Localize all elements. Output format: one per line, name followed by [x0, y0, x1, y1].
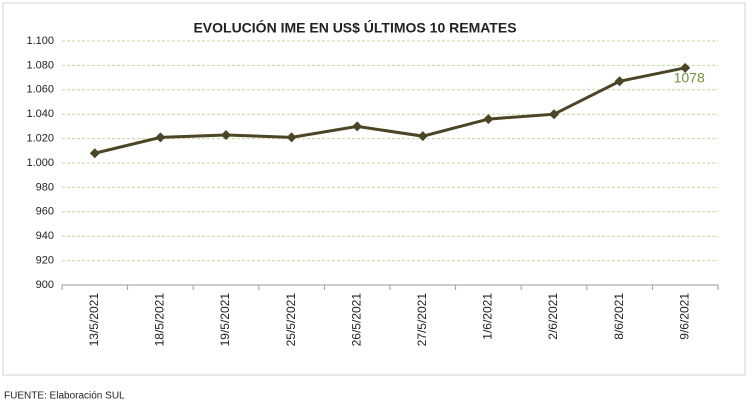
- x-tick-label: 8/6/2021: [612, 293, 626, 340]
- point-marker: [680, 62, 691, 73]
- x-tick-label: 27/5/2021: [415, 293, 429, 347]
- point-marker: [286, 132, 297, 143]
- x-tick-label: 1/6/2021: [481, 293, 495, 340]
- y-tick-label: 1.100: [26, 35, 54, 47]
- point-marker: [155, 132, 166, 143]
- point-marker: [352, 121, 363, 132]
- chart-frame: [2, 2, 746, 376]
- y-tick-label: 920: [36, 255, 54, 267]
- x-tick-label: 2/6/2021: [546, 293, 560, 340]
- point-marker: [221, 129, 231, 140]
- x-tick-label: 25/5/2021: [284, 293, 298, 347]
- x-tick-label: 26/5/2021: [349, 293, 363, 347]
- x-tick-label: 9/6/2021: [677, 293, 691, 340]
- chart-title: EVOLUCIÓN IME EN US$ ÚLTIMOS 10 REMATES: [193, 19, 516, 36]
- line: [94, 66, 686, 155]
- y-tick-label: 900: [36, 279, 54, 291]
- point-marker: [417, 131, 428, 142]
- y-tick-label: 1.040: [26, 108, 54, 120]
- x-tick-label: 13/5/2021: [87, 293, 101, 347]
- point-marker: [483, 114, 494, 125]
- y-tick-label: 960: [36, 206, 54, 218]
- source-note: FUENTE: Elaboración SUL: [4, 391, 125, 402]
- y-tick-label: 1.080: [26, 59, 54, 71]
- point-marker: [614, 76, 625, 87]
- y-tick-label: 1.000: [26, 157, 54, 169]
- data-label: 1078: [674, 70, 705, 86]
- point-marker: [549, 109, 559, 120]
- x-tick-label: 19/5/2021: [218, 293, 232, 347]
- x-tick-label: 18/5/2021: [153, 293, 167, 347]
- y-tick-label: 1.060: [26, 84, 54, 96]
- y-tick-label: 1.020: [26, 133, 54, 145]
- point-marker: [89, 148, 100, 159]
- y-tick-label: 980: [36, 181, 54, 193]
- y-tick-label: 940: [36, 230, 54, 242]
